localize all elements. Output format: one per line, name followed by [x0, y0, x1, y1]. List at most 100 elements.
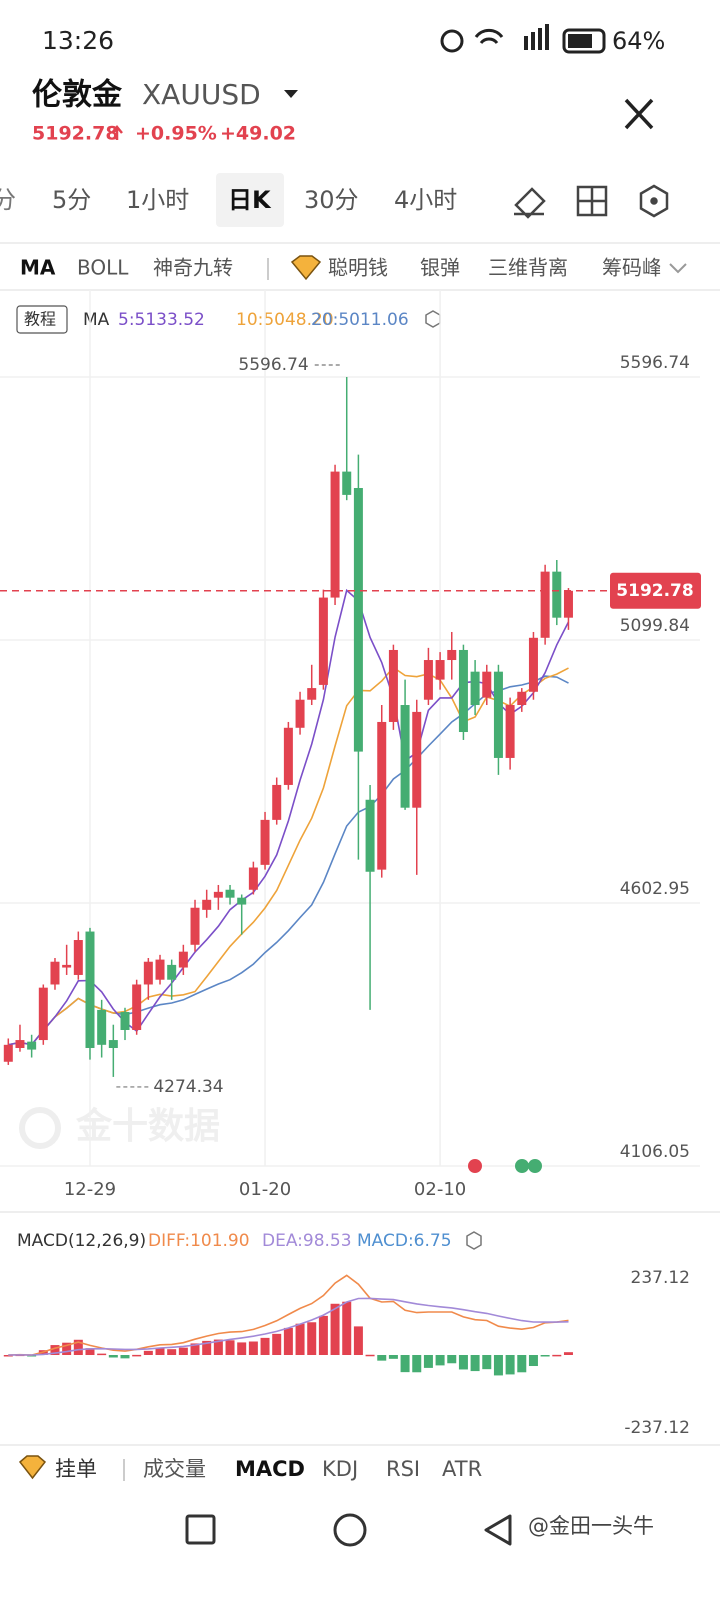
candle-body — [178, 951, 188, 968]
candle-body — [202, 899, 212, 910]
ma5-value: 5:5133.52 — [118, 310, 205, 330]
diamond-icon — [290, 255, 322, 281]
candle-body — [400, 705, 410, 808]
candle-body — [528, 637, 538, 692]
tutorial-button[interactable] — [16, 305, 68, 334]
candle-body — [50, 961, 60, 985]
close-button[interactable] — [624, 98, 654, 130]
period-tab[interactable]: 1小时 — [126, 186, 189, 214]
macd-bar — [272, 1333, 282, 1355]
macd-value: MACD:6.75 — [357, 1231, 452, 1251]
candle-body — [330, 471, 340, 598]
period-tab[interactable]: 4小时 — [394, 186, 457, 214]
candle-body — [342, 471, 352, 495]
macd-bar — [167, 1349, 177, 1355]
indicator-tab[interactable]: 银弹 — [420, 256, 460, 280]
x-tick-label: 12-29 — [64, 1179, 116, 1200]
macd-bar — [178, 1347, 188, 1355]
candle-body — [447, 649, 457, 661]
tool-icons[interactable] — [514, 184, 669, 219]
macd-bar — [482, 1355, 492, 1370]
bottom-tab[interactable]: 挂单 — [55, 1457, 97, 1481]
dropdown-icon[interactable] — [284, 90, 298, 98]
candle-body — [517, 691, 527, 706]
price-chart: 4106.05 4602.95 5099.84 5596.74 12-29 01-20 02… — [0, 290, 701, 1200]
candle-body — [190, 907, 200, 945]
period-tab[interactable]: 30分 — [304, 186, 359, 214]
event-dot — [528, 1159, 542, 1173]
period-tab[interactable]: 5分 — [52, 186, 91, 214]
candle-body — [85, 931, 95, 1048]
candle-body — [108, 1040, 118, 1048]
macd-bar — [388, 1355, 398, 1359]
macd-bar — [528, 1355, 538, 1367]
macd-bar — [493, 1355, 503, 1376]
indicator-tab[interactable]: 筹码峰 — [602, 256, 662, 280]
macd-bar — [73, 1339, 83, 1355]
bottom-tab[interactable]: RSI — [386, 1457, 420, 1481]
nav-home[interactable] — [333, 1513, 367, 1547]
macd-bar — [435, 1355, 445, 1366]
ma-label: MA — [83, 310, 110, 330]
dea-value: DEA:98.53 — [262, 1231, 352, 1251]
macd-bar — [447, 1355, 457, 1364]
candle-body — [353, 488, 363, 752]
macd-bar — [108, 1355, 118, 1358]
bottom-tab[interactable]: ATR — [442, 1457, 482, 1481]
tutorial-label[interactable]: 教程 — [24, 310, 56, 329]
candle-body — [155, 959, 165, 980]
macd-bar — [3, 1355, 13, 1357]
bottom-tab-active[interactable]: MACD — [235, 1457, 305, 1481]
candle-body — [27, 1041, 37, 1050]
change: +49.02 — [220, 123, 296, 145]
nav-back[interactable] — [484, 1514, 512, 1546]
candle-body — [260, 819, 270, 865]
macd-bar — [155, 1348, 165, 1355]
candle-body — [318, 597, 328, 685]
macd-bar — [260, 1337, 270, 1355]
macd-bar — [190, 1343, 200, 1355]
y-tick-label: 5099.84 — [620, 616, 690, 636]
candle-body — [73, 940, 83, 975]
indicator-tab[interactable]: MA — [20, 256, 56, 280]
bottom-tab[interactable]: 成交量 — [143, 1457, 206, 1481]
candle-body — [482, 671, 492, 698]
instrument-symbol[interactable]: XAUUSD — [142, 78, 261, 111]
period-tab-active[interactable]: 日K — [228, 186, 272, 214]
settings-icon[interactable] — [466, 1231, 482, 1250]
candle-body — [120, 1012, 130, 1031]
ma10-value: 10:5048.20 — [236, 310, 334, 330]
indicator-tab[interactable]: 聪明钱 — [328, 256, 388, 280]
indicator-tab[interactable]: BOLL — [77, 256, 129, 280]
diff-value: DIFF:101.90 — [148, 1231, 250, 1251]
instrument-name: 伦敦金 — [32, 78, 123, 113]
candle-body — [412, 711, 422, 808]
ma20-value: 20:5011.06 — [311, 310, 409, 330]
macd-bar — [120, 1355, 130, 1359]
nav-recent[interactable] — [185, 1514, 216, 1545]
candle-body — [423, 660, 433, 700]
macd-tick-label: 237.12 — [631, 1268, 690, 1288]
fade — [660, 250, 720, 288]
up-arrow — [111, 125, 123, 140]
macd-bar — [213, 1339, 223, 1355]
candle-body — [540, 571, 550, 638]
period-tab[interactable]: 分 — [0, 186, 16, 214]
indicator-tab[interactable]: 三维背离 — [488, 256, 568, 280]
indicator-tab[interactable]: 神奇九转 — [153, 256, 233, 280]
chevron[interactable] — [669, 263, 687, 274]
settings-icon[interactable] — [425, 310, 441, 328]
y-tick-label: 4602.95 — [620, 879, 690, 899]
bottom-tab[interactable]: KDJ — [322, 1457, 358, 1481]
candle-body — [225, 889, 235, 898]
candle-body — [97, 1009, 107, 1045]
candle-body — [435, 660, 445, 680]
candle-body — [213, 891, 223, 898]
macd-bar — [132, 1354, 142, 1357]
price: 5192.78 — [32, 123, 119, 145]
candle-body — [132, 984, 142, 1031]
macd-bar — [295, 1323, 305, 1355]
macd-chart: 237.12 -237.12 — [3, 1268, 690, 1438]
macd-bar — [517, 1355, 527, 1373]
last-price-tag — [610, 572, 701, 609]
